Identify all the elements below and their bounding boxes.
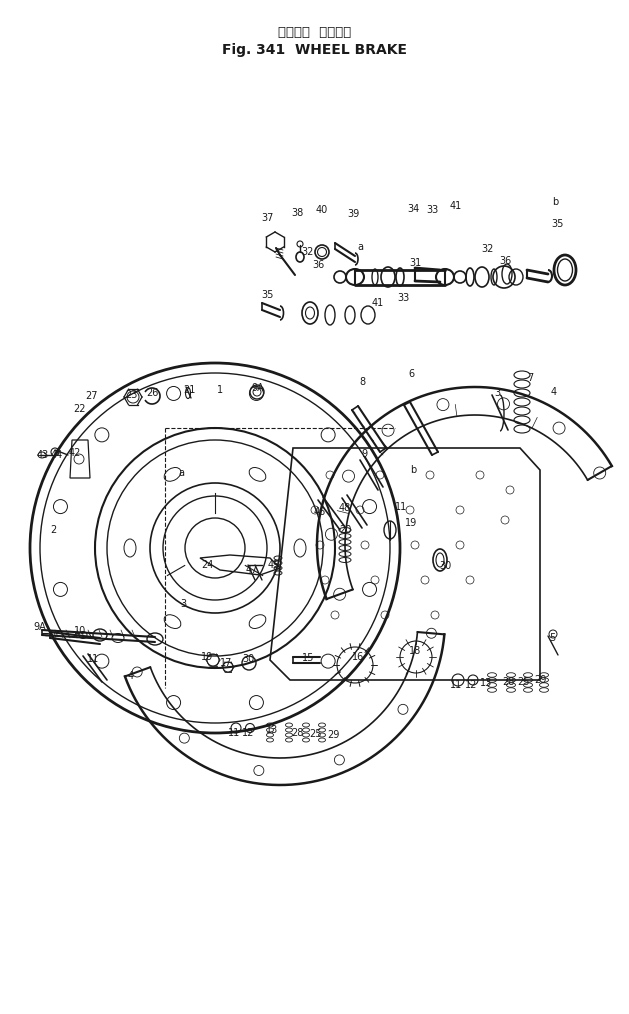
Text: 43: 43: [37, 450, 49, 460]
Text: 11: 11: [87, 654, 99, 664]
Text: 26: 26: [146, 388, 158, 399]
Text: ホイール  ブレーキ: ホイール ブレーキ: [278, 26, 351, 40]
Text: 8: 8: [359, 377, 365, 387]
Text: 28: 28: [291, 728, 303, 738]
Text: 7: 7: [527, 373, 533, 383]
Text: 36: 36: [312, 260, 324, 270]
Text: 2: 2: [50, 525, 56, 535]
Text: 11: 11: [395, 502, 407, 512]
Text: 35: 35: [262, 290, 274, 300]
Text: 41: 41: [372, 298, 384, 308]
Text: 39: 39: [347, 209, 359, 219]
Text: 9: 9: [361, 449, 367, 459]
Text: 32: 32: [481, 244, 493, 254]
Text: 46: 46: [314, 507, 326, 517]
Text: b: b: [552, 197, 558, 207]
Text: 19: 19: [405, 518, 417, 528]
Text: 3: 3: [180, 599, 186, 609]
Text: 22: 22: [74, 404, 86, 414]
Text: 11: 11: [228, 728, 240, 738]
Text: 17: 17: [220, 658, 232, 668]
Text: 1: 1: [217, 385, 223, 395]
Text: 3: 3: [494, 388, 500, 399]
Text: 20: 20: [339, 525, 351, 535]
Text: 42: 42: [69, 448, 81, 458]
Text: 30: 30: [242, 654, 254, 664]
Text: 23: 23: [125, 390, 137, 400]
Text: 27: 27: [85, 391, 97, 401]
Text: 15: 15: [302, 653, 314, 663]
Text: a: a: [357, 242, 363, 252]
Text: 24: 24: [201, 560, 213, 570]
Text: 44: 44: [51, 450, 63, 460]
Text: 36: 36: [499, 256, 511, 266]
Text: 13: 13: [480, 678, 492, 689]
Text: 21: 21: [183, 385, 195, 395]
Text: 4: 4: [128, 671, 134, 681]
Text: 6: 6: [408, 369, 414, 379]
Text: 30: 30: [439, 561, 451, 571]
Text: 28: 28: [502, 677, 514, 687]
Text: 16: 16: [352, 652, 364, 662]
Text: 48: 48: [339, 503, 351, 513]
Text: 40: 40: [316, 205, 328, 215]
Text: 9A: 9A: [33, 622, 47, 632]
Text: 12: 12: [465, 680, 477, 690]
Text: 25: 25: [517, 677, 529, 687]
Text: a: a: [178, 468, 184, 478]
Text: 5: 5: [549, 633, 555, 643]
Text: 10: 10: [74, 626, 86, 636]
Text: 34: 34: [407, 204, 419, 214]
Text: 19: 19: [201, 652, 213, 662]
Text: 45: 45: [268, 560, 280, 570]
Text: 13: 13: [266, 725, 278, 735]
Text: b: b: [410, 465, 416, 475]
Text: 32: 32: [302, 247, 314, 257]
Text: 31: 31: [409, 258, 421, 268]
Text: 29: 29: [534, 675, 546, 685]
Text: Fig. 341  WHEEL BRAKE: Fig. 341 WHEEL BRAKE: [222, 43, 407, 57]
Text: 33: 33: [397, 293, 409, 303]
Text: 12: 12: [242, 728, 254, 738]
Text: 33: 33: [426, 205, 438, 215]
Text: 47: 47: [246, 565, 258, 575]
Text: 29: 29: [327, 730, 339, 740]
Text: 37: 37: [261, 213, 273, 223]
Text: 41: 41: [450, 201, 462, 211]
Text: 4: 4: [551, 387, 557, 397]
Text: 9A: 9A: [252, 383, 264, 393]
Text: 18: 18: [409, 646, 421, 656]
Text: 35: 35: [551, 219, 563, 229]
Text: 11: 11: [450, 680, 462, 690]
Text: 25: 25: [309, 729, 321, 739]
Text: 38: 38: [291, 208, 303, 218]
